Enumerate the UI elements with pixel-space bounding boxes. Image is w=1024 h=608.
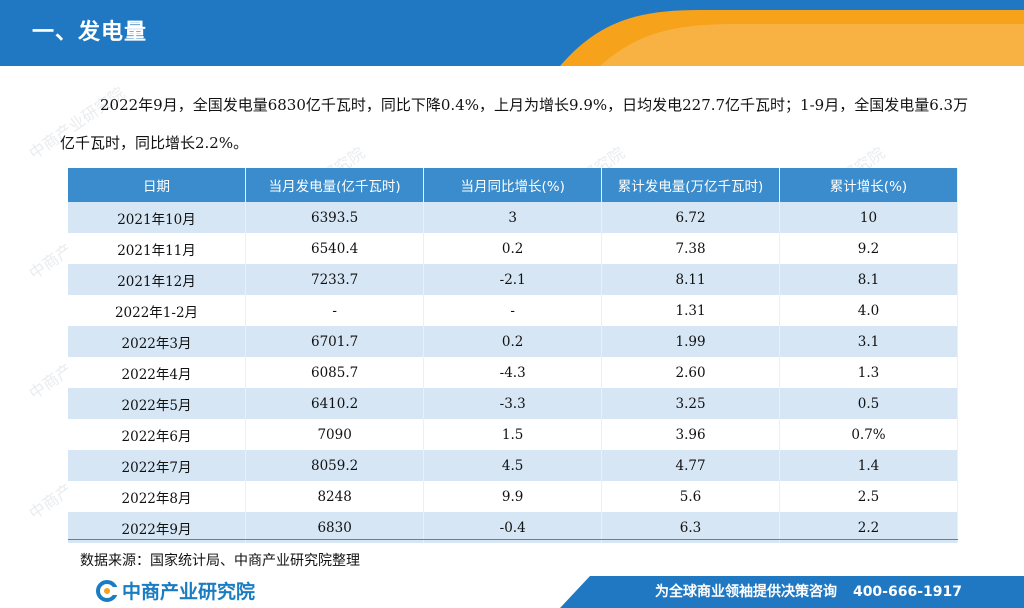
cell-monthly-growth: 0.2 <box>423 233 603 264</box>
table-row: 2022年7月 8059.2 4.5 4.77 1.4 <box>68 450 959 481</box>
cell-monthly-growth: 9.9 <box>423 481 603 512</box>
table-row: 2021年11月 6540.4 0.2 7.38 9.2 <box>68 233 959 264</box>
cell-monthly-growth: - <box>423 295 603 326</box>
cell-date: 2022年1-2月 <box>68 295 246 326</box>
table-row: 2021年10月 6393.5 3 6.72 10 <box>68 202 959 233</box>
data-source-note: 数据来源：国家统计局、中商产业研究院整理 <box>80 553 360 569</box>
phone-number: 400-666-1917 <box>852 584 962 600</box>
cell-date: 2021年11月 <box>68 233 246 264</box>
cell-cumulative-growth: 10 <box>779 202 959 233</box>
cell-monthly-output: - <box>245 295 425 326</box>
header-banner: 一、发电量 <box>0 0 1024 66</box>
table-row: 2022年9月 6830 -0.4 6.3 2.2 <box>68 512 959 543</box>
table-row: 2022年3月 6701.7 0.2 1.99 3.1 <box>68 326 959 357</box>
cell-cumulative-output: 2.60 <box>601 357 780 388</box>
cell-cumulative-output: 5.6 <box>601 481 780 512</box>
table-row: 2022年4月 6085.7 -4.3 2.60 1.3 <box>68 357 959 388</box>
cell-date: 2022年8月 <box>68 481 246 512</box>
table-body: 2021年10月 6393.5 3 6.72 10 2021年11月 6540.… <box>68 202 959 543</box>
column-header: 累计增长(%) <box>779 168 959 202</box>
cell-cumulative-output: 7.38 <box>601 233 780 264</box>
cell-cumulative-growth: 3.1 <box>779 326 959 357</box>
cell-cumulative-output: 6.3 <box>601 512 780 543</box>
column-header: 当月同比增长(%) <box>423 168 603 202</box>
cell-cumulative-growth: 9.2 <box>779 233 959 264</box>
cell-date: 2022年3月 <box>68 326 246 357</box>
cell-cumulative-output: 3.96 <box>601 419 780 450</box>
column-header: 累计发电量(万亿千瓦时) <box>601 168 780 202</box>
table-row: 2022年6月 7090 1.5 3.96 0.7% <box>68 419 959 450</box>
cell-date: 2022年6月 <box>68 419 246 450</box>
cell-monthly-output: 6830 <box>245 512 425 543</box>
cell-monthly-output: 6410.2 <box>245 388 425 419</box>
cell-monthly-output: 6393.5 <box>245 202 425 233</box>
cell-cumulative-growth: 2.2 <box>779 512 959 543</box>
cell-cumulative-output: 8.11 <box>601 264 780 295</box>
header-background <box>0 0 1024 66</box>
column-header: 当月发电量(亿千瓦时) <box>245 168 425 202</box>
cell-cumulative-growth: 0.7% <box>779 419 959 450</box>
cell-monthly-output: 6701.7 <box>245 326 425 357</box>
table-row: 2022年8月 8248 9.9 5.6 2.5 <box>68 481 959 512</box>
summary-paragraph: 2022年9月，全国发电量6830亿千瓦时，同比下降0.4%，上月为增长9.9%… <box>60 96 969 152</box>
cell-cumulative-output: 1.31 <box>601 295 780 326</box>
cell-monthly-growth: 0.2 <box>423 326 603 357</box>
cell-cumulative-output: 3.25 <box>601 388 780 419</box>
cell-monthly-growth: -4.3 <box>423 357 603 388</box>
cell-cumulative-growth: 2.5 <box>779 481 959 512</box>
cell-monthly-growth: 4.5 <box>423 450 603 481</box>
cell-cumulative-growth: 4.0 <box>779 295 959 326</box>
cell-date: 2021年12月 <box>68 264 246 295</box>
cell-monthly-output: 7090 <box>245 419 425 450</box>
slogan-text: 为全球商业领袖提供决策咨询 <box>654 584 837 600</box>
table-header-row: 日期 当月发电量(亿千瓦时) 当月同比增长(%) 累计发电量(万亿千瓦时) 累计… <box>68 168 959 202</box>
cell-monthly-output: 6085.7 <box>245 357 425 388</box>
cell-monthly-growth: -0.4 <box>423 512 603 543</box>
cell-monthly-growth: 3 <box>423 202 603 233</box>
table-row: 2021年12月 7233.7 -2.1 8.11 8.1 <box>68 264 959 295</box>
table-row: 2022年1-2月 - - 1.31 4.0 <box>68 295 959 326</box>
cell-date: 2022年9月 <box>68 512 246 543</box>
cell-monthly-output: 8059.2 <box>245 450 425 481</box>
cell-date: 2021年10月 <box>68 202 246 233</box>
cell-monthly-growth: -2.1 <box>423 264 603 295</box>
company-logo: 中商产业研究院 <box>96 577 255 604</box>
cell-cumulative-output: 6.72 <box>601 202 780 233</box>
cell-cumulative-output: 1.99 <box>601 326 780 357</box>
page-title: 一、发电量 <box>32 20 148 45</box>
cell-monthly-output: 7233.7 <box>245 264 425 295</box>
power-generation-table: 日期 当月发电量(亿千瓦时) 当月同比增长(%) 累计发电量(万亿千瓦时) 累计… <box>68 168 959 543</box>
cell-monthly-output: 6540.4 <box>245 233 425 264</box>
cell-date: 2022年4月 <box>68 357 246 388</box>
footer-bar <box>0 576 1024 608</box>
logo-text: 中商产业研究院 <box>122 581 256 603</box>
cell-cumulative-growth: 8.1 <box>779 264 959 295</box>
cell-cumulative-growth: 1.4 <box>779 450 959 481</box>
divider <box>68 539 958 540</box>
cell-cumulative-growth: 0.5 <box>779 388 959 419</box>
cell-monthly-output: 8248 <box>245 481 425 512</box>
cell-date: 2022年7月 <box>68 450 246 481</box>
table-row: 2022年5月 6410.2 -3.3 3.25 0.5 <box>68 388 959 419</box>
logo-icon <box>96 579 118 602</box>
cell-monthly-growth: 1.5 <box>423 419 603 450</box>
cell-date: 2022年5月 <box>68 388 246 419</box>
cell-monthly-growth: -3.3 <box>423 388 603 419</box>
column-header: 日期 <box>68 168 246 202</box>
cell-cumulative-output: 4.77 <box>601 450 780 481</box>
cell-cumulative-growth: 1.3 <box>779 357 959 388</box>
footer-slogan: 为全球商业领袖提供决策咨询 400-666-1917 <box>655 581 962 601</box>
